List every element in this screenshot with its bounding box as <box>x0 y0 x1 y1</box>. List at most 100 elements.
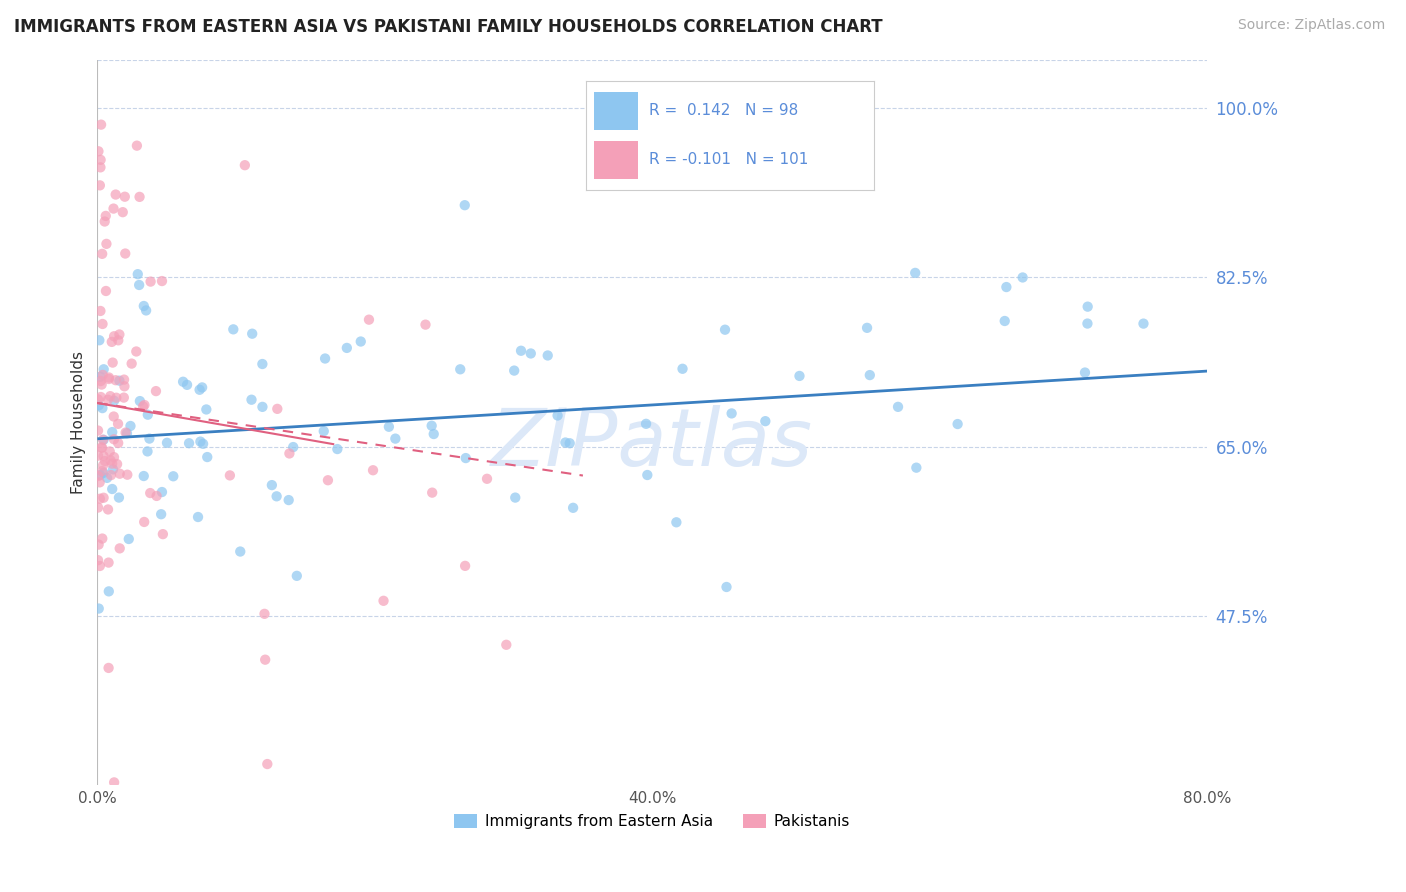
Point <box>107 436 129 450</box>
Point <box>89 178 111 193</box>
Point <box>420 418 443 433</box>
Point <box>108 467 131 481</box>
Point <box>128 394 150 409</box>
Point <box>415 318 437 332</box>
Point <box>91 464 114 478</box>
Point <box>714 323 737 337</box>
Point <box>156 435 179 450</box>
Point <box>101 462 124 476</box>
Point <box>93 362 115 376</box>
Point <box>176 377 198 392</box>
Point <box>98 444 121 458</box>
Point <box>128 277 150 292</box>
Point <box>859 368 882 383</box>
Point <box>256 757 278 772</box>
Point <box>128 190 150 204</box>
Point <box>97 372 120 386</box>
Point <box>93 491 115 505</box>
Point <box>90 377 112 392</box>
Point <box>103 775 125 789</box>
Point <box>636 468 658 483</box>
Point <box>94 284 117 298</box>
Point <box>260 478 283 492</box>
Point <box>190 434 212 449</box>
Point <box>266 489 288 503</box>
Point <box>93 449 115 463</box>
Point <box>91 247 114 261</box>
Point <box>177 436 200 450</box>
Point <box>90 390 112 404</box>
Point <box>720 406 742 420</box>
Point <box>107 417 129 431</box>
Point <box>103 329 125 343</box>
Y-axis label: Family Households: Family Households <box>72 351 86 494</box>
Point <box>87 538 110 552</box>
Point <box>336 341 359 355</box>
Point <box>87 398 110 412</box>
Point <box>107 334 129 348</box>
Point <box>127 267 149 281</box>
Point <box>136 444 159 458</box>
Point <box>89 304 111 318</box>
Point <box>856 321 879 335</box>
Point <box>378 419 401 434</box>
Point <box>554 435 576 450</box>
Point <box>233 158 256 172</box>
Point <box>754 414 776 428</box>
Point <box>283 440 305 454</box>
Point <box>537 349 560 363</box>
Point <box>1076 317 1098 331</box>
Point <box>132 299 155 313</box>
Point <box>118 532 141 546</box>
Point <box>495 638 517 652</box>
Point <box>150 274 173 288</box>
Point <box>384 432 406 446</box>
Point <box>191 437 214 451</box>
Point <box>105 457 128 471</box>
Point <box>87 601 110 615</box>
Text: Source: ZipAtlas.com: Source: ZipAtlas.com <box>1237 18 1385 32</box>
Point <box>89 468 111 483</box>
Point <box>96 236 118 251</box>
Point <box>454 558 477 573</box>
Point <box>195 402 218 417</box>
Point <box>114 425 136 440</box>
Point <box>90 374 112 388</box>
Point <box>150 507 173 521</box>
Point <box>995 280 1018 294</box>
Point <box>108 541 131 556</box>
Point <box>121 357 143 371</box>
Point <box>373 594 395 608</box>
Point <box>108 374 131 388</box>
Point <box>94 209 117 223</box>
Point <box>87 449 110 463</box>
Point <box>125 138 148 153</box>
Point <box>887 400 910 414</box>
Point <box>108 491 131 505</box>
Point <box>97 556 120 570</box>
Point <box>101 355 124 369</box>
Point <box>285 569 308 583</box>
Point <box>87 392 110 407</box>
Point <box>636 417 658 431</box>
Point <box>277 493 299 508</box>
Point <box>150 485 173 500</box>
Point <box>671 361 693 376</box>
Point <box>97 661 120 675</box>
Point <box>350 334 373 349</box>
Point <box>229 544 252 558</box>
Point <box>266 401 288 416</box>
Point <box>253 607 276 621</box>
Point <box>91 401 114 416</box>
Point <box>222 322 245 336</box>
Point <box>312 424 335 438</box>
Point <box>93 433 115 447</box>
Point <box>994 314 1017 328</box>
Point <box>789 368 811 383</box>
Point <box>112 379 135 393</box>
Point <box>904 266 927 280</box>
Point <box>101 425 124 439</box>
Point <box>89 333 111 347</box>
Point <box>98 370 121 384</box>
Legend: Immigrants from Eastern Asia, Pakistanis: Immigrants from Eastern Asia, Pakistanis <box>449 808 856 836</box>
